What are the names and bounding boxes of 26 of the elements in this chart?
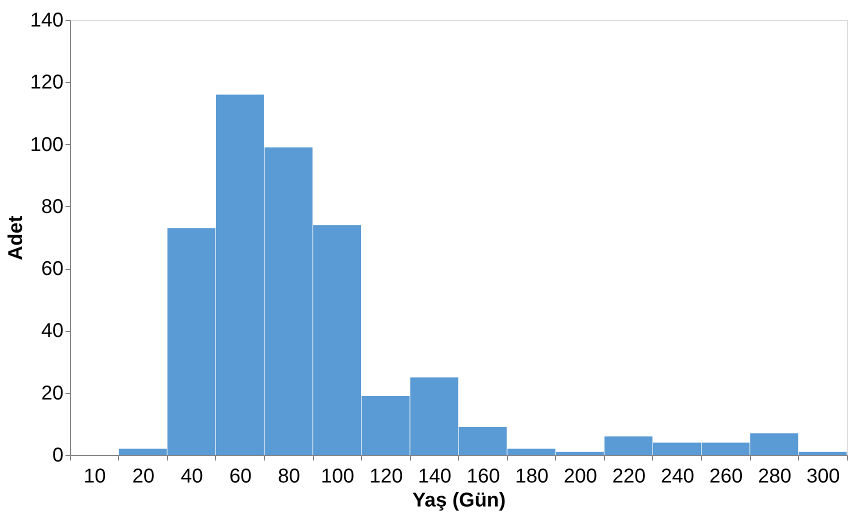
y-tick-label: 20 [41, 382, 64, 404]
y-tick-label: 40 [41, 320, 64, 342]
x-tick-label: 100 [320, 466, 354, 488]
x-tick-label: 120 [369, 466, 403, 488]
x-tick-label: 300 [806, 466, 840, 488]
x-tick-label: 240 [660, 466, 694, 488]
x-tick-label: 220 [612, 466, 646, 488]
y-tick-label: 140 [30, 10, 64, 32]
x-tick-label: 260 [709, 466, 743, 488]
y-tick-label: 120 [30, 72, 64, 94]
x-tick-label: 160 [466, 466, 500, 488]
x-tick-label: 60 [229, 466, 252, 488]
y-tick-label: 0 [52, 444, 64, 466]
y-tick-label: 80 [41, 196, 64, 218]
x-tick-label: 140 [418, 466, 452, 488]
x-tick-label: 80 [278, 466, 300, 488]
y-tick-label: 60 [41, 258, 64, 280]
x-tick-label: 10 [84, 466, 106, 488]
x-tick-label: 180 [515, 466, 549, 488]
x-tick-label: 20 [132, 466, 154, 488]
y-axis-title: Adet [5, 215, 28, 260]
x-axis-title: Yaş (Gün) [412, 490, 506, 512]
y-tick-label: 100 [30, 134, 64, 156]
x-tick-label: 200 [564, 466, 598, 488]
x-tick-label: 280 [758, 466, 792, 488]
x-tick-label: 40 [180, 466, 204, 488]
